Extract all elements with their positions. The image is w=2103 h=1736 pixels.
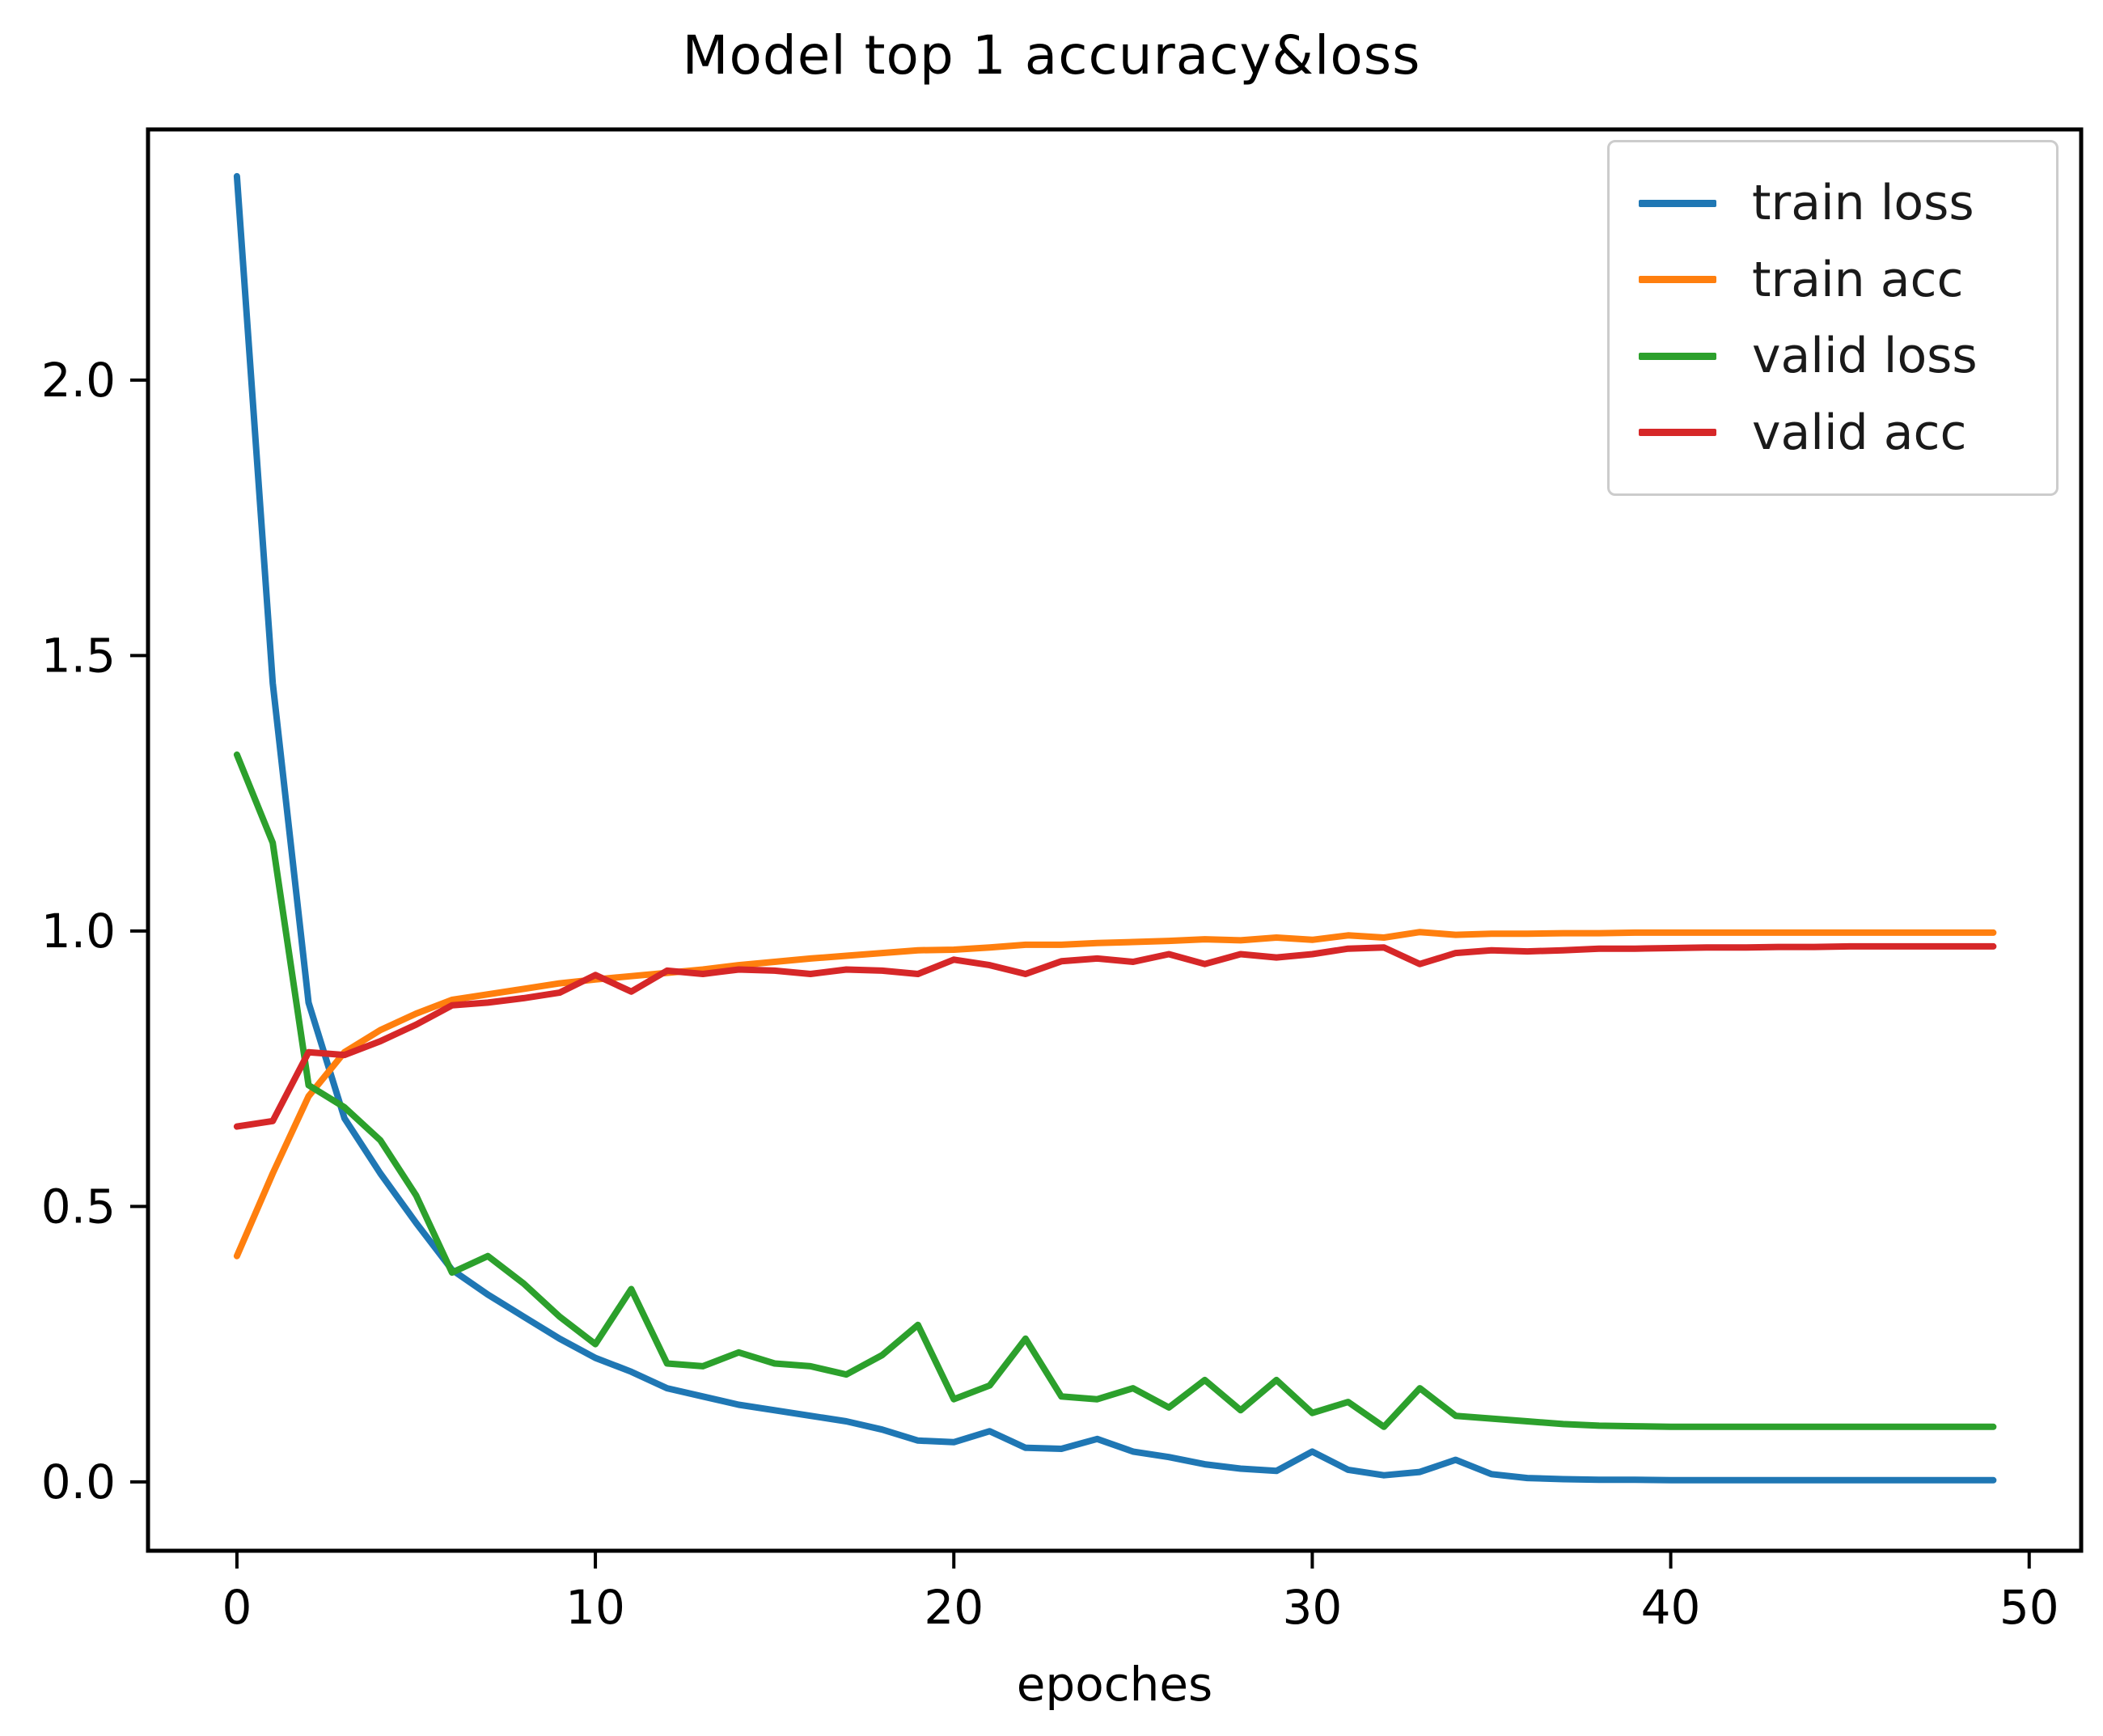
x-tick-label: 40 <box>1641 1580 1701 1635</box>
x-axis-label: epoches <box>1016 1657 1213 1712</box>
plot-frame <box>146 127 2084 1553</box>
legend-item-valid-loss: valid loss <box>1639 332 2056 380</box>
x-tick-label: 20 <box>924 1580 984 1635</box>
y-tick-label: 1.5 <box>41 628 116 683</box>
legend-swatch-train-acc <box>1639 276 1716 284</box>
legend-item-train-loss: train loss <box>1639 179 2056 227</box>
legend-item-valid-acc: valid acc <box>1639 409 2056 457</box>
legend-label: valid acc <box>1752 404 1967 461</box>
valid-acc-line <box>233 942 1997 1130</box>
legend: train loss train acc valid loss valid acc <box>1607 140 2059 496</box>
y-tick-label: 0.0 <box>41 1454 116 1509</box>
x-tick-label: 30 <box>1283 1580 1343 1635</box>
train-loss-line <box>233 172 1997 1484</box>
y-tick-label: 1.0 <box>41 904 116 959</box>
legend-swatch-valid-acc <box>1639 429 1716 437</box>
y-tick-label: 0.5 <box>41 1179 116 1234</box>
legend-item-train-acc: train acc <box>1639 256 2056 304</box>
legend-label: train loss <box>1752 175 1974 232</box>
legend-label: valid loss <box>1752 328 1978 385</box>
legend-label: train acc <box>1752 251 1964 308</box>
y-tick-label: 2.0 <box>41 353 116 408</box>
legend-swatch-train-loss <box>1639 199 1716 207</box>
x-tick-label: 10 <box>565 1580 625 1635</box>
x-tick-label: 50 <box>1999 1580 2059 1635</box>
legend-swatch-valid-loss <box>1639 352 1716 360</box>
chart-title: Model top 1 accuracy&loss <box>682 24 1421 87</box>
valid-loss-line <box>233 751 1997 1430</box>
train-acc-line <box>233 929 1997 1260</box>
x-tick-label: 0 <box>222 1580 252 1635</box>
